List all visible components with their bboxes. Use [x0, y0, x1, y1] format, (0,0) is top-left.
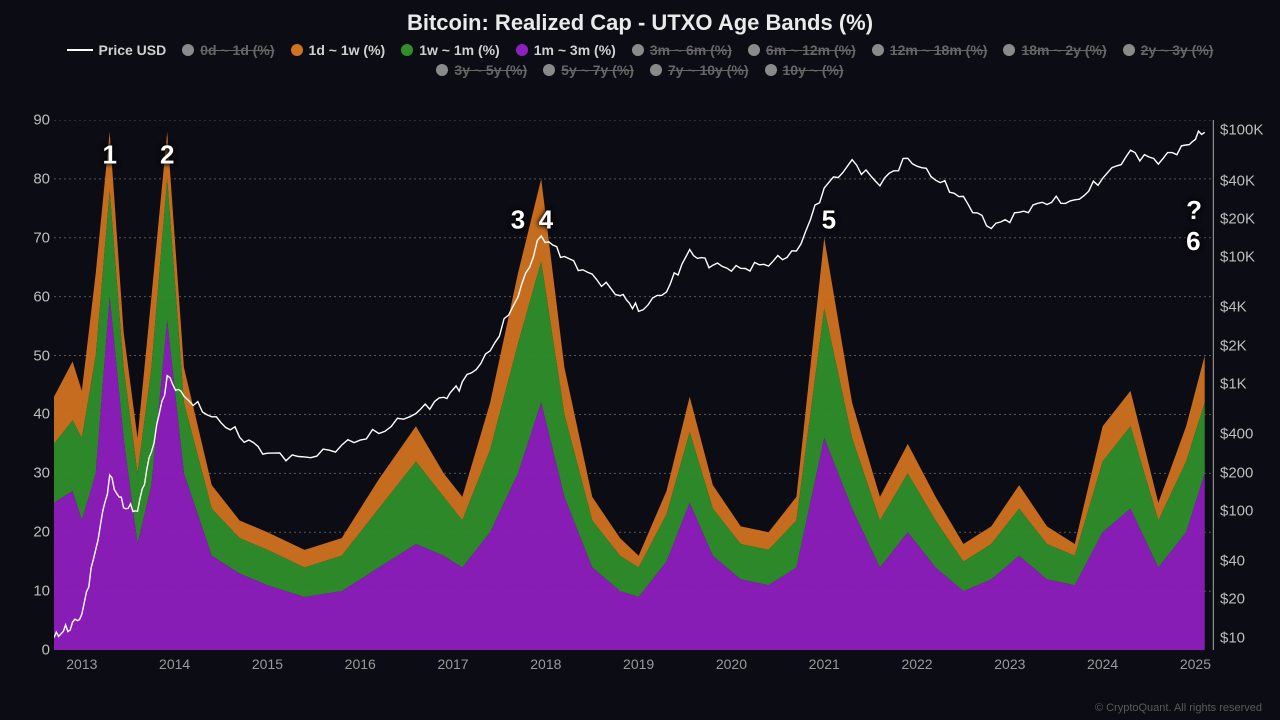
x-tick: 2021 [809, 656, 840, 672]
x-tick: 2017 [437, 656, 468, 672]
legend-item-1[interactable]: 0d ~ 1d (%) [182, 42, 274, 58]
y-left-tick: 10 [4, 583, 50, 600]
y-right-tick: $20 [1214, 591, 1278, 608]
legend-label: 10y ~ (%) [783, 62, 844, 78]
y-left-tick: 80 [4, 170, 50, 187]
legend-label: Price USD [99, 42, 167, 58]
y-right-tick: $10K [1214, 248, 1278, 265]
legend-item-4[interactable]: 1m ~ 3m (%) [516, 42, 616, 58]
legend-label: 12m ~ 18m (%) [890, 42, 988, 58]
legend-item-3[interactable]: 1w ~ 1m (%) [401, 42, 500, 58]
legend-dot-icon [401, 44, 413, 56]
legend-item-12[interactable]: 7y ~ 10y (%) [650, 62, 749, 78]
y-left-tick: 40 [4, 406, 50, 423]
legend-item-6[interactable]: 6m ~ 12m (%) [748, 42, 856, 58]
legend-item-2[interactable]: 1d ~ 1w (%) [291, 42, 386, 58]
annotation-4: 4 [539, 205, 553, 236]
legend-label: 18m ~ 2y (%) [1021, 42, 1106, 58]
chart-title: Bitcoin: Realized Cap - UTXO Age Bands (… [0, 0, 1280, 36]
y-right-tick: $40K [1214, 172, 1278, 189]
y-right-tick: $40 [1214, 553, 1278, 570]
y-right-tick: $100 [1214, 502, 1278, 519]
y-right-tick: $1K [1214, 375, 1278, 392]
x-tick: 2015 [252, 656, 283, 672]
annotation-5: 5 [822, 205, 836, 236]
annotation-1: 1 [102, 140, 116, 171]
legend-label: 3m ~ 6m (%) [650, 42, 732, 58]
plot-svg [54, 120, 1214, 650]
x-tick: 2016 [345, 656, 376, 672]
legend-item-13[interactable]: 10y ~ (%) [765, 62, 844, 78]
legend-label: 1w ~ 1m (%) [419, 42, 500, 58]
legend-dot-icon [291, 44, 303, 56]
y-right-tick: $2K [1214, 337, 1278, 354]
x-tick: 2020 [716, 656, 747, 672]
y-left-tick: 20 [4, 524, 50, 541]
y-right-tick: $20K [1214, 210, 1278, 227]
legend-label: 1m ~ 3m (%) [534, 42, 616, 58]
legend-dot-icon [765, 64, 777, 76]
x-tick: 2025 [1180, 656, 1211, 672]
legend-label: 7y ~ 10y (%) [668, 62, 749, 78]
chart-area: 0102030405060708090 $10$20$40$100$200$40… [54, 120, 1214, 650]
y-right-tick: $4K [1214, 299, 1278, 316]
legend-dot-icon [748, 44, 760, 56]
legend-dot-icon [436, 64, 448, 76]
legend-item-5[interactable]: 3m ~ 6m (%) [632, 42, 732, 58]
legend-item-0[interactable]: Price USD [67, 42, 167, 58]
legend-item-11[interactable]: 5y ~ 7y (%) [543, 62, 634, 78]
legend-label: 0d ~ 1d (%) [200, 42, 274, 58]
y-right-tick: $400 [1214, 426, 1278, 443]
y-left-tick: 50 [4, 347, 50, 364]
y-left-tick: 30 [4, 465, 50, 482]
y-right-tick: $200 [1214, 464, 1278, 481]
y-left-tick: 90 [4, 112, 50, 129]
legend-dot-icon [516, 44, 528, 56]
annotation-3: 3 [511, 205, 525, 236]
x-tick: 2019 [623, 656, 654, 672]
legend-item-9[interactable]: 2y ~ 3y (%) [1123, 42, 1214, 58]
area-1d-1w [54, 132, 1205, 568]
legend-label: 5y ~ 7y (%) [561, 62, 634, 78]
legend-dot-icon [872, 44, 884, 56]
x-tick: 2018 [530, 656, 561, 672]
legend-label: 6m ~ 12m (%) [766, 42, 856, 58]
legend-label: 3y ~ 5y (%) [454, 62, 527, 78]
x-tick: 2013 [66, 656, 97, 672]
y-left-tick: 70 [4, 229, 50, 246]
y-right-tick: $10 [1214, 629, 1278, 646]
legend-item-10[interactable]: 3y ~ 5y (%) [436, 62, 527, 78]
x-tick: 2014 [159, 656, 190, 672]
legend-dot-icon [1123, 44, 1135, 56]
legend-dot-icon [1003, 44, 1015, 56]
x-tick: 2022 [901, 656, 932, 672]
legend-line-icon [67, 49, 93, 51]
legend-dot-icon [182, 44, 194, 56]
y-left-tick: 60 [4, 288, 50, 305]
legend-label: 2y ~ 3y (%) [1141, 42, 1214, 58]
y-left-tick: 0 [4, 642, 50, 659]
annotation-2: 2 [160, 140, 174, 171]
legend-dot-icon [543, 64, 555, 76]
legend: Price USD 0d ~ 1d (%) 1d ~ 1w (%) 1w ~ 1m (… [0, 36, 1280, 78]
legend-dot-icon [632, 44, 644, 56]
legend-label: 1d ~ 1w (%) [309, 42, 386, 58]
legend-item-8[interactable]: 18m ~ 2y (%) [1003, 42, 1106, 58]
x-tick: 2023 [994, 656, 1025, 672]
x-tick: 2024 [1087, 656, 1118, 672]
annotation-q6: ?6 [1186, 195, 1205, 257]
y-right-tick: $100K [1214, 122, 1278, 139]
area-1w-1m [54, 179, 1205, 597]
legend-item-7[interactable]: 12m ~ 18m (%) [872, 42, 988, 58]
legend-dot-icon [650, 64, 662, 76]
footer-copyright: © CryptoQuant. All rights reserved [1095, 702, 1262, 714]
